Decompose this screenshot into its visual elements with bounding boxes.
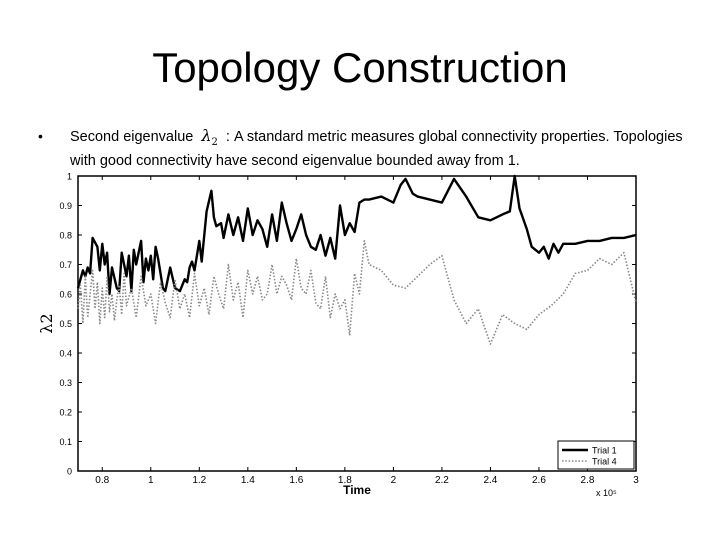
x-tick-label: 1.6 <box>289 475 303 486</box>
y-tick-label: 0 <box>67 467 72 477</box>
x-tick-label: 1.2 <box>192 475 206 486</box>
slide-title: Topology Construction <box>152 44 568 91</box>
y-tick-label: 1 <box>67 172 72 182</box>
legend-label: Trial 1 <box>592 446 617 456</box>
x-tick-label: 2.2 <box>435 475 449 486</box>
x-tick-label: 1 <box>148 475 154 486</box>
lambda-letter: λ <box>201 126 212 145</box>
bullet-point: • <box>38 128 43 144</box>
x-tick-label: 2.8 <box>581 475 595 486</box>
y-tick-label: 0.3 <box>59 378 72 388</box>
series-line-trial-1 <box>76 174 637 296</box>
bullet-text-after: : A standard metric measures global conn… <box>70 129 683 170</box>
series-line-trial-4 <box>77 240 637 345</box>
y-tick-label: 0.2 <box>59 408 72 418</box>
lambda-subscript: 2 <box>211 137 218 149</box>
x-tick-label: 1.4 <box>241 475 255 486</box>
x-tick-label: 1.8 <box>338 475 352 486</box>
lambda2-symbol: λ2 <box>197 126 222 149</box>
y-tick-label: 0.5 <box>59 319 72 329</box>
bullet-text-before: Second eigenvalue <box>70 129 198 145</box>
x-tick-label: 2.6 <box>532 475 546 486</box>
x-tick-label: 3 <box>633 475 639 486</box>
y-tick-label: 0.8 <box>59 231 72 241</box>
legend-box <box>557 440 635 470</box>
y-tick-label: 0.9 <box>59 201 72 211</box>
y-tick-label: 0.7 <box>59 260 72 270</box>
y-axis-label: λ2 <box>37 313 56 333</box>
bullet-text: Second eigenvalue λ2 : A standard metric… <box>70 127 710 170</box>
y-tick-label: 0.4 <box>59 349 72 359</box>
y-tick-label: 0.6 <box>59 290 72 300</box>
x-axis-label: Time <box>343 483 371 497</box>
x-tick-label: 2 <box>391 475 397 486</box>
x-tick-label: 2.4 <box>483 475 497 486</box>
legend-label: Trial 4 <box>592 457 617 467</box>
x-scale-note: x 10⁵ <box>596 488 617 498</box>
x-tick-label: 0.8 <box>95 475 109 486</box>
y-tick-label: 0.1 <box>59 437 72 447</box>
